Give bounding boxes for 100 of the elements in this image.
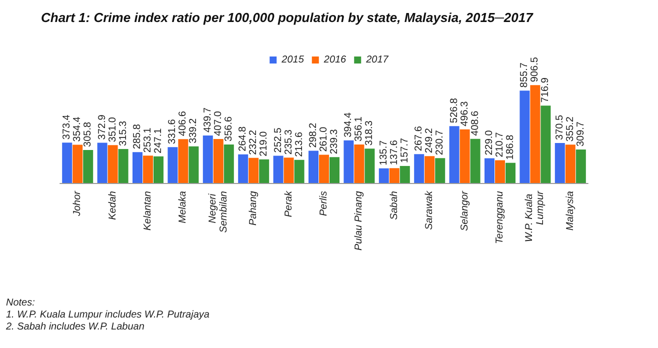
- bar: [414, 154, 424, 183]
- data-label: 235.3: [283, 129, 294, 155]
- bar: [259, 159, 270, 183]
- text: 2. Sabah includes W.P. Labuan: [5, 322, 145, 332]
- bar: [354, 144, 364, 183]
- data-label: 356.1: [354, 116, 365, 142]
- x-tick-label: Terengganu: [494, 190, 506, 244]
- data-label: 356.6: [223, 116, 234, 142]
- x-tick-label: Malaysia: [564, 190, 576, 230]
- bar: [484, 158, 494, 183]
- bar: [154, 156, 164, 183]
- bar: [168, 147, 178, 183]
- bar: [108, 145, 118, 183]
- x-tick-label: Perlis: [318, 191, 330, 216]
- legend-label: 2015: [280, 54, 304, 66]
- x-tick-label: Johor: [72, 190, 84, 218]
- chart-title: Chart 1: Crime index ratio per 100,000 population by state, Malaysia, 2015─2017: [41, 10, 534, 25]
- data-label: 355.2: [564, 116, 576, 142]
- data-label: 407.0: [212, 110, 224, 136]
- data-label: 249.2: [424, 128, 436, 154]
- bar: [178, 139, 188, 183]
- bar: [400, 166, 410, 183]
- bar: [449, 126, 460, 183]
- data-label: 439.7: [202, 107, 214, 133]
- data-label: 252.5: [272, 127, 284, 153]
- data-label: 285.8: [132, 124, 143, 150]
- data-label: 394.4: [343, 112, 354, 138]
- data-label: 267.6: [414, 126, 425, 152]
- bar: [520, 90, 530, 183]
- bar: [540, 106, 551, 183]
- data-label: 135.7: [378, 140, 390, 166]
- bar: [389, 168, 400, 183]
- data-label: 213.6: [294, 131, 305, 157]
- data-label: 526.8: [448, 98, 460, 124]
- data-label: 253.1: [142, 127, 154, 153]
- bar: [378, 168, 389, 183]
- bar: [364, 148, 375, 183]
- data-label: 351.0: [107, 116, 118, 142]
- data-label: 373.4: [62, 114, 73, 140]
- data-label: 229.0: [484, 130, 495, 156]
- bar: [284, 158, 294, 183]
- data-label: 230.7: [434, 130, 446, 156]
- x-tick-label: Melaka: [178, 190, 189, 224]
- data-label: 232.2: [248, 129, 260, 155]
- data-label: 186.8: [505, 134, 516, 160]
- data-label: 315.3: [118, 120, 129, 146]
- bar: [238, 154, 248, 183]
- data-label: 305.8: [82, 122, 94, 147]
- bar: [565, 144, 576, 183]
- bar: [495, 160, 505, 183]
- bar: [97, 142, 108, 183]
- bar: [72, 144, 83, 183]
- text: 1. W.P. Kuala Lumpur includes W.P. Putrajaya: [6, 310, 210, 320]
- bar: [330, 157, 340, 183]
- x-tick-label: Kelantan: [142, 190, 154, 230]
- data-label: 298.2: [308, 122, 319, 148]
- bar: [118, 148, 128, 183]
- data-label: 137.6: [388, 140, 400, 166]
- data-label: 354.4: [72, 116, 84, 142]
- bar: [576, 150, 586, 183]
- x-tick-label: Negeri Sembilan: [207, 190, 230, 233]
- x-tick-label: Pulau Pinang: [354, 190, 365, 250]
- bar: [554, 142, 565, 183]
- data-label: 157.7: [399, 138, 410, 163]
- legend-label: 2016: [322, 54, 347, 66]
- legend-label: 2017: [365, 54, 389, 66]
- bar: [530, 85, 540, 183]
- bar: [248, 158, 259, 183]
- data-label: 716.9: [540, 77, 552, 103]
- data-label: 247.1: [153, 128, 164, 154]
- data-label: 219.0: [258, 130, 270, 156]
- x-tick-label: Selangor: [459, 190, 470, 232]
- data-label: 318.3: [364, 120, 376, 146]
- bar: [435, 158, 446, 183]
- bar: [308, 150, 318, 183]
- bar: [460, 129, 470, 183]
- bar: [62, 142, 72, 183]
- data-label: 331.6: [167, 118, 178, 144]
- bar: [188, 146, 199, 183]
- x-tick-label: Perak: [283, 190, 294, 218]
- data-label: 210.7: [494, 132, 506, 158]
- data-label: 261.0: [318, 126, 330, 152]
- x-tick-label: W.P. Kuala Lumpur: [524, 190, 546, 242]
- data-label: 372.9: [96, 114, 108, 140]
- bar: [224, 144, 234, 183]
- data-label: 239.3: [329, 128, 340, 154]
- bar: [319, 154, 329, 183]
- text: Notes:: [6, 298, 36, 308]
- data-label: 339.2: [188, 118, 200, 144]
- data-label: 855.7: [519, 62, 530, 88]
- bar: [202, 136, 213, 183]
- data-label: 408.6: [470, 110, 481, 136]
- bar: [132, 152, 142, 183]
- bar: [83, 150, 94, 183]
- x-tick-label: Pahang: [248, 190, 260, 226]
- x-tick-label: Sabah: [388, 190, 400, 220]
- bar: [344, 140, 354, 183]
- bar: [470, 138, 480, 183]
- bar: [213, 139, 224, 183]
- bar: [424, 156, 435, 183]
